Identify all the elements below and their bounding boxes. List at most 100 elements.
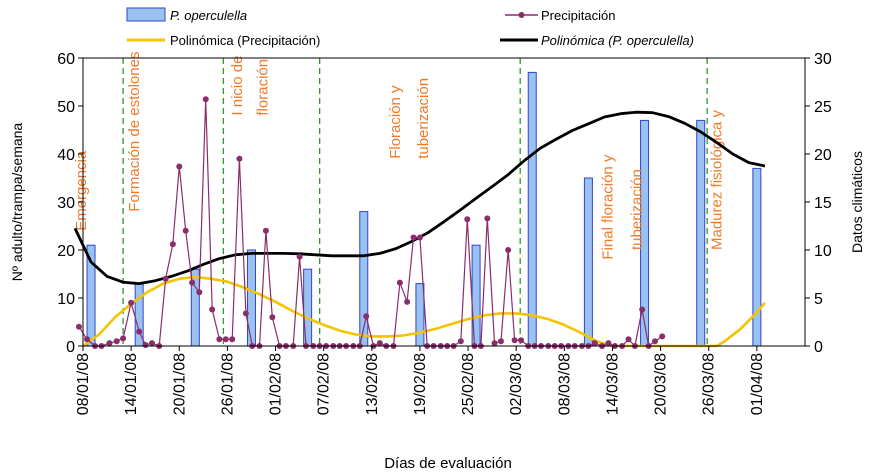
- precipitation-point: [269, 314, 276, 321]
- y-tick-label: 20: [57, 243, 75, 260]
- y-tick-label: 30: [57, 195, 75, 212]
- x-tick-label: 01/04/08: [749, 353, 766, 415]
- y-tick-label: 10: [57, 291, 75, 308]
- bar-p-operculella: [415, 283, 425, 347]
- stage-annotation: Final floración y: [599, 154, 616, 260]
- precipitation-point: [222, 336, 229, 343]
- precipitation-point: [491, 340, 498, 347]
- precipitation-point: [216, 336, 223, 343]
- x-tick-label: 14/03/08: [604, 353, 621, 415]
- stage-annotation: floración: [255, 59, 272, 116]
- precipitation-point: [229, 336, 236, 343]
- y-tick-label: 50: [57, 99, 75, 116]
- precipitation-point: [113, 338, 120, 345]
- precipitation-point: [189, 279, 196, 286]
- stage-annotation: tuberización: [415, 78, 432, 159]
- legend-bar-swatch: [126, 7, 166, 22]
- precipitation-point: [605, 340, 612, 347]
- y2-tick-label: 25: [814, 99, 832, 116]
- x-tick-label: 13/02/08: [364, 353, 381, 415]
- x-tick-label: 19/02/08: [412, 353, 429, 415]
- legend-precip-label: Precipitación: [541, 8, 615, 23]
- precipitation-point: [128, 299, 135, 306]
- precipitation-point: [497, 338, 504, 345]
- bar-p-operculella: [246, 249, 256, 347]
- x-tick-label: 08/01/08: [75, 353, 92, 415]
- y2-tick-label: 30: [814, 51, 832, 68]
- legend-precip-marker: [518, 12, 525, 18]
- x-tick-label: 26/03/08: [701, 353, 718, 415]
- precipitation-point: [106, 340, 113, 347]
- precipitation-point: [518, 337, 525, 344]
- legend-poly-precip-label: Polinómica (Precipitación): [170, 33, 320, 48]
- precipitation-point: [209, 306, 216, 313]
- x-tick-label: 14/01/08: [123, 353, 140, 415]
- x-tick-label: 07/02/08: [316, 353, 333, 415]
- annotations: Emergencia Formación de estolones I nicio …: [73, 52, 725, 260]
- precipitation-point: [182, 227, 189, 234]
- precipitation-point: [169, 241, 176, 248]
- precipitation-series: [75, 96, 666, 349]
- x-tick-label: 08/03/08: [556, 353, 573, 415]
- y2-axis-title: Datos climáticos: [849, 151, 865, 253]
- precipitation-point: [464, 216, 471, 223]
- axes: 0 10 20 30 40 50 60 0 5 10 15 20 25 30 08/01/08 14/01/0…: [57, 51, 832, 415]
- stage-annotation: I nicio de: [229, 56, 246, 116]
- legend: P. operculella Precipitación Polinómica …: [126, 7, 694, 48]
- y2-tick-label: 15: [814, 195, 832, 212]
- precipitation-point: [75, 323, 82, 330]
- stage-annotation: tuberización: [628, 169, 645, 250]
- legend-bars-label: P. operculella: [170, 8, 247, 23]
- x-tick-label: 20/01/08: [171, 353, 188, 415]
- y-tick-label: 0: [66, 339, 75, 356]
- precipitation-point: [484, 215, 491, 222]
- precipitation-point: [196, 289, 203, 296]
- y2-tick-label: 10: [814, 243, 832, 260]
- precipitation-point: [120, 335, 127, 342]
- precipitation-point: [396, 279, 403, 286]
- y-tick-label: 60: [57, 51, 75, 68]
- bar-p-operculella: [752, 167, 762, 347]
- x-tick-label: 01/02/08: [268, 353, 285, 415]
- precipitation-point: [404, 298, 411, 305]
- precipitation-point: [84, 336, 91, 343]
- precipitation-point: [242, 310, 249, 317]
- precipitation-line: [78, 99, 663, 348]
- precipitation-point: [202, 96, 209, 103]
- precipitation-point: [296, 253, 303, 260]
- bar-p-operculella: [696, 119, 706, 347]
- precipitation-point: [625, 336, 632, 343]
- precipitation-point: [639, 306, 646, 313]
- y2-tick-label: 5: [814, 291, 823, 308]
- precipitation-point: [659, 333, 666, 340]
- x-tick-label: 26/01/08: [219, 353, 236, 415]
- y-tick-label: 40: [57, 147, 75, 164]
- x-axis-title: Días de evaluación: [384, 455, 512, 472]
- bar-p-operculella: [527, 71, 537, 347]
- precipitation-point: [363, 313, 370, 320]
- precipitation-point: [136, 328, 143, 335]
- precipitation-point: [176, 163, 183, 170]
- stage-annotation: Floración y: [387, 85, 404, 159]
- precipitation-point: [148, 340, 155, 347]
- precipitation-point: [416, 234, 423, 241]
- x-tick-label: 25/02/08: [460, 353, 477, 415]
- precipitation-point: [142, 342, 149, 349]
- precipitation-point: [457, 338, 464, 345]
- stage-annotation: Formación de estolones: [126, 52, 143, 212]
- y2-tick-label: 0: [814, 339, 823, 356]
- precipitation-point: [236, 155, 243, 162]
- stage-lines: [122, 58, 708, 346]
- precipitation-point: [591, 340, 598, 347]
- precipitation-point: [511, 337, 518, 344]
- precipitation-point: [376, 340, 383, 347]
- y2-tick-label: 20: [814, 147, 832, 164]
- x-tick-label: 20/03/08: [653, 353, 670, 415]
- precipitation-point: [262, 227, 269, 234]
- precipitation-point: [651, 338, 658, 345]
- stage-annotation: Emergencia: [73, 150, 90, 231]
- bar-p-operculella: [583, 177, 593, 347]
- y-axis-title: Nº adulto/trampa/semana: [9, 123, 25, 282]
- precipitation-point: [505, 247, 512, 253]
